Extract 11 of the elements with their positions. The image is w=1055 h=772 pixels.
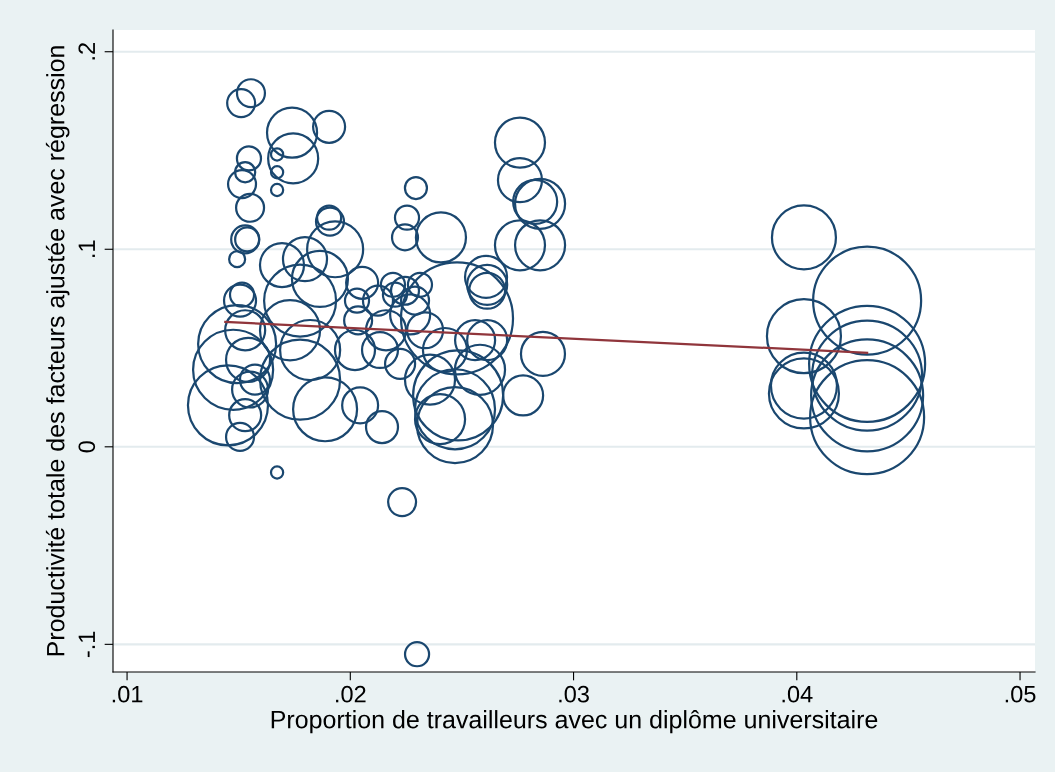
x-tick-label: .05 [1005,685,1036,703]
x-axis-title: Proportion de travailleurs avec un diplôme universitaire [271,709,878,734]
x-tick-label: .03 [559,685,589,703]
y-tick-label: .1 [78,240,95,257]
x-tick-label: .02 [336,685,366,703]
y-tick-label: -.1 [78,631,95,658]
y-axis-title: Productivité totale des facteurs ajustée avec régression [45,46,70,656]
x-tick-label: .04 [782,685,813,703]
y-tick-label: 0 [78,441,96,453]
y-tick-label: .2 [78,43,95,60]
x-tick-label: .01 [112,685,143,703]
